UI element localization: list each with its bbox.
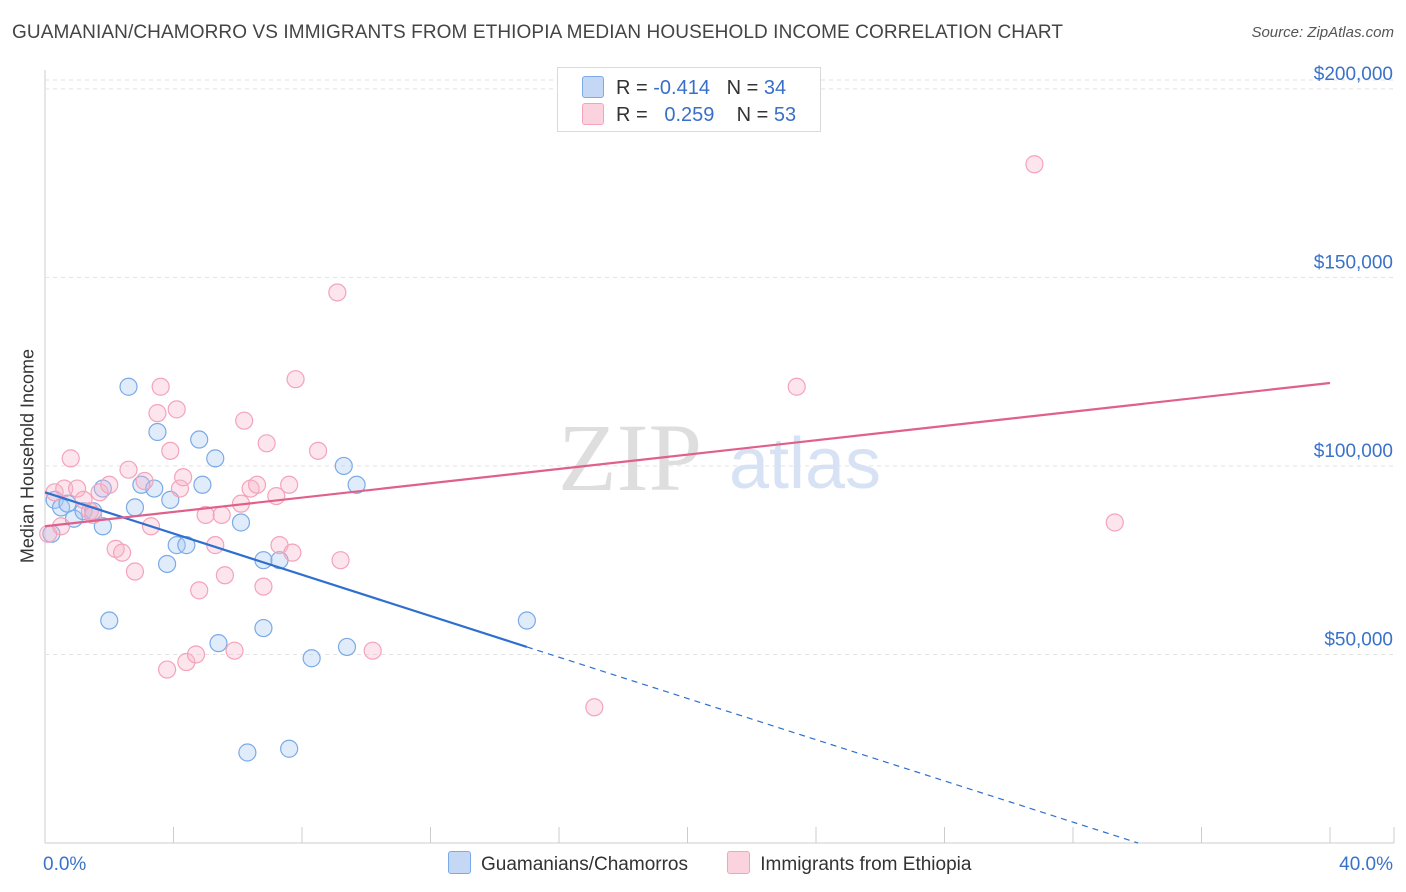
data-point-ethiopia	[151, 377, 170, 396]
grid-layer	[44, 70, 1395, 844]
legend-n-value: 53	[773, 104, 797, 126]
legend-n-value: 34	[763, 77, 787, 99]
legend-r-label: R =	[616, 77, 648, 99]
source-label: Source: ZipAtlas.com	[1251, 24, 1394, 41]
data-point-ethiopia	[55, 479, 74, 498]
data-point-ethiopia	[257, 434, 276, 453]
legend-item-guamanians: Guamanians/Chamorros	[448, 851, 688, 876]
legend-swatch-pink	[727, 851, 751, 874]
data-point-ethiopia	[247, 475, 267, 494]
x-tick-label-min: 0.0%	[43, 854, 86, 875]
data-point-guamanian	[347, 475, 366, 494]
data-point-ethiopia	[286, 370, 305, 389]
data-point-ethiopia	[61, 449, 80, 468]
tick-labels: $50,000 $100,000 $150,000 $200,000 0.0% 40.0%	[43, 64, 1393, 875]
data-point-guamanian	[206, 449, 225, 468]
legend-row-ethiopia: R = 0.259 N = 53	[582, 103, 796, 129]
data-point-ethiopia	[51, 517, 71, 536]
data-point-guamanian	[193, 475, 212, 494]
data-point-ethiopia	[280, 475, 299, 494]
legend-n-label: N =	[736, 104, 769, 126]
y-axis-label: Median Household Income	[17, 348, 38, 564]
data-point-ethiopia	[125, 562, 145, 581]
data-point-ethiopia	[212, 505, 231, 525]
data-point-guamanian	[337, 637, 357, 657]
data-point-ethiopia	[135, 471, 154, 491]
legend-r-label: R =	[616, 104, 648, 126]
data-point-ethiopia	[254, 577, 273, 596]
trend-line-guamanian-extrapolated	[526, 646, 1139, 844]
data-point-guamanian	[119, 377, 138, 396]
data-point-ethiopia	[363, 641, 382, 660]
data-point-ethiopia	[174, 468, 193, 487]
data-point-ethiopia	[215, 566, 234, 585]
data-point-ethiopia	[1025, 155, 1044, 174]
data-point-ethiopia	[84, 505, 103, 525]
data-point-guamanian	[209, 634, 228, 653]
data-point-guamanian	[145, 479, 164, 498]
data-point-ethiopia	[148, 404, 167, 423]
data-point-guamanian	[254, 618, 273, 638]
series-legend: Guamanians/Chamorros Immigrants from Eth…	[448, 851, 1005, 876]
legend-swatch-pink	[582, 103, 604, 125]
y-tick-label: $150,000	[1314, 252, 1393, 273]
data-point-ethiopia	[225, 641, 244, 660]
trend-line-ethiopia	[44, 381, 1331, 528]
data-point-ethiopia	[177, 652, 196, 672]
data-point-ethiopia	[283, 543, 302, 562]
legend-row-guamanian: R = -0.414 N = 34	[582, 76, 786, 102]
y-tick-label: $200,000	[1314, 64, 1393, 85]
data-point-ethiopia	[308, 441, 328, 460]
data-point-guamanian	[125, 498, 145, 517]
data-point-guamanian	[190, 430, 209, 449]
data-point-ethiopia	[157, 660, 177, 679]
data-point-ethiopia	[119, 460, 138, 479]
data-point-guamanian	[231, 513, 251, 532]
data-point-ethiopia	[90, 483, 109, 502]
data-point-guamanian	[238, 743, 257, 762]
data-point-guamanian	[302, 649, 321, 668]
legend-item-ethiopia: Immigrants from Ethiopia	[727, 851, 971, 876]
data-point-ethiopia	[196, 505, 215, 525]
data-point-ethiopia	[68, 479, 87, 498]
data-point-guamanian	[334, 456, 353, 476]
data-point-guamanian	[157, 554, 177, 574]
data-point-ethiopia	[161, 441, 180, 460]
data-point-ethiopia	[328, 283, 347, 302]
trend-layer	[44, 381, 1331, 844]
data-point-guamanian	[280, 739, 299, 758]
legend-r-value: 0.259	[664, 104, 715, 126]
legend-swatch-blue	[448, 851, 471, 874]
y-tick-label: $100,000	[1314, 441, 1393, 462]
data-point-guamanian	[100, 611, 119, 630]
y-tick-label: $50,000	[1324, 629, 1393, 650]
data-point-ethiopia	[190, 581, 209, 600]
data-point-guamanian	[517, 611, 536, 630]
legend-r-value: -0.414	[653, 77, 710, 99]
data-point-guamanian	[148, 422, 167, 442]
stats-legend: R = -0.414 N = 34 R = 0.259 N = 53	[557, 67, 821, 132]
watermark-atlas: atlas	[729, 424, 881, 504]
data-point-guamanian	[167, 536, 186, 555]
legend-n-label: N =	[726, 77, 759, 99]
data-point-ethiopia	[186, 645, 206, 664]
data-point-ethiopia	[100, 475, 119, 494]
legend-label-guamanians: Guamanians/Chamorros	[481, 854, 688, 875]
legend-swatch-blue	[582, 76, 604, 98]
data-point-ethiopia	[170, 479, 190, 498]
data-point-ethiopia	[235, 411, 254, 430]
data-point-ethiopia	[1105, 513, 1124, 532]
x-tick-label-max: 40.0%	[1339, 854, 1393, 875]
data-point-ethiopia	[167, 400, 186, 419]
data-point-ethiopia	[787, 377, 806, 396]
data-point-ethiopia	[585, 698, 604, 717]
data-point-ethiopia	[112, 543, 132, 562]
watermark-zip: ZIP	[558, 404, 702, 511]
chart-title: GUAMANIAN/CHAMORRO VS IMMIGRANTS FROM ET…	[12, 22, 1064, 43]
data-point-ethiopia	[331, 551, 350, 570]
legend-label-ethiopia: Immigrants from Ethiopia	[760, 854, 972, 875]
